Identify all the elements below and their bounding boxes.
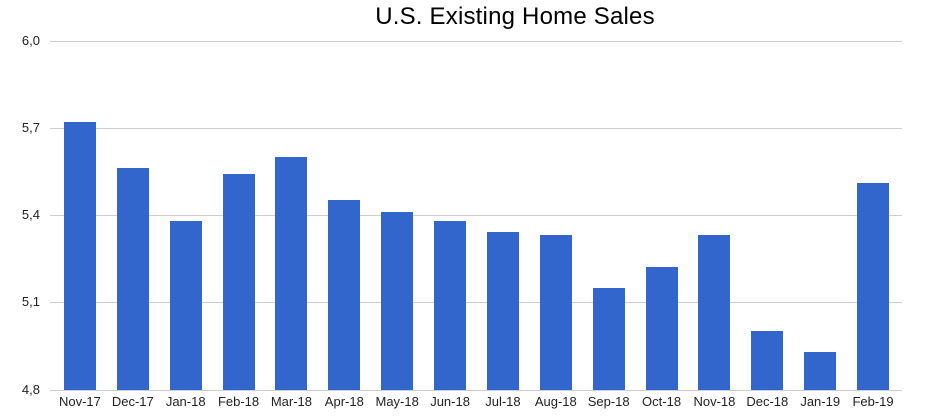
x-axis-label: May-18	[375, 394, 419, 409]
gridline	[50, 127, 902, 129]
x-axis-label: Nov-17	[58, 394, 101, 409]
x-axis-label: Jan-18	[165, 394, 206, 409]
bar-dec-18[interactable]	[751, 331, 784, 391]
bar-nov-17[interactable]	[63, 121, 96, 391]
x-axis-label: Apr-18	[324, 394, 364, 409]
bar-feb-19[interactable]	[857, 183, 890, 391]
bar-nov-18[interactable]	[698, 235, 731, 391]
bar-jun-18[interactable]	[434, 220, 467, 391]
gridline	[50, 302, 902, 304]
y-axis-tick-label: 5,7	[21, 119, 40, 135]
y-axis-tick-label: 4,8	[21, 381, 40, 397]
bar-oct-18[interactable]	[645, 267, 678, 391]
gridline	[50, 40, 902, 42]
bar-may-18[interactable]	[381, 212, 414, 391]
bar-jan-19[interactable]	[804, 351, 837, 391]
x-axis-label: Sep-18	[587, 394, 630, 409]
x-axis-label: Feb-18	[217, 394, 260, 409]
chart-title: U.S. Existing Home Sales	[375, 3, 655, 30]
bar-jan-18[interactable]	[169, 220, 202, 391]
x-axis-label: Jan-19	[800, 394, 841, 409]
bar-sep-18[interactable]	[592, 287, 625, 391]
bar-aug-18[interactable]	[539, 235, 572, 391]
x-axis-label: Dec-17	[111, 394, 154, 409]
gridline	[50, 215, 902, 216]
bar-dec-17[interactable]	[116, 168, 149, 391]
x-axis-label: Jul-18	[485, 394, 521, 409]
bar-feb-18[interactable]	[222, 174, 255, 391]
x-axis-label: Nov-18	[693, 394, 736, 409]
y-axis-tick-label: 5,4	[21, 207, 40, 222]
x-axis-label: Aug-18	[534, 394, 577, 409]
bar-jul-18[interactable]	[486, 232, 519, 391]
bar-mar-18[interactable]	[275, 156, 308, 391]
x-axis-label: Feb-19	[852, 394, 894, 409]
y-axis-tick-label: 6,0	[21, 32, 40, 48]
x-axis-label: Mar-18	[270, 394, 313, 409]
x-axis-label: Oct-18	[642, 394, 682, 409]
gridline	[50, 389, 902, 391]
bar-apr-18[interactable]	[328, 200, 361, 391]
x-axis-label: Jun-18	[430, 394, 470, 409]
y-axis-tick-label: 5,1	[21, 294, 40, 310]
x-axis-label: Dec-18	[746, 394, 789, 409]
